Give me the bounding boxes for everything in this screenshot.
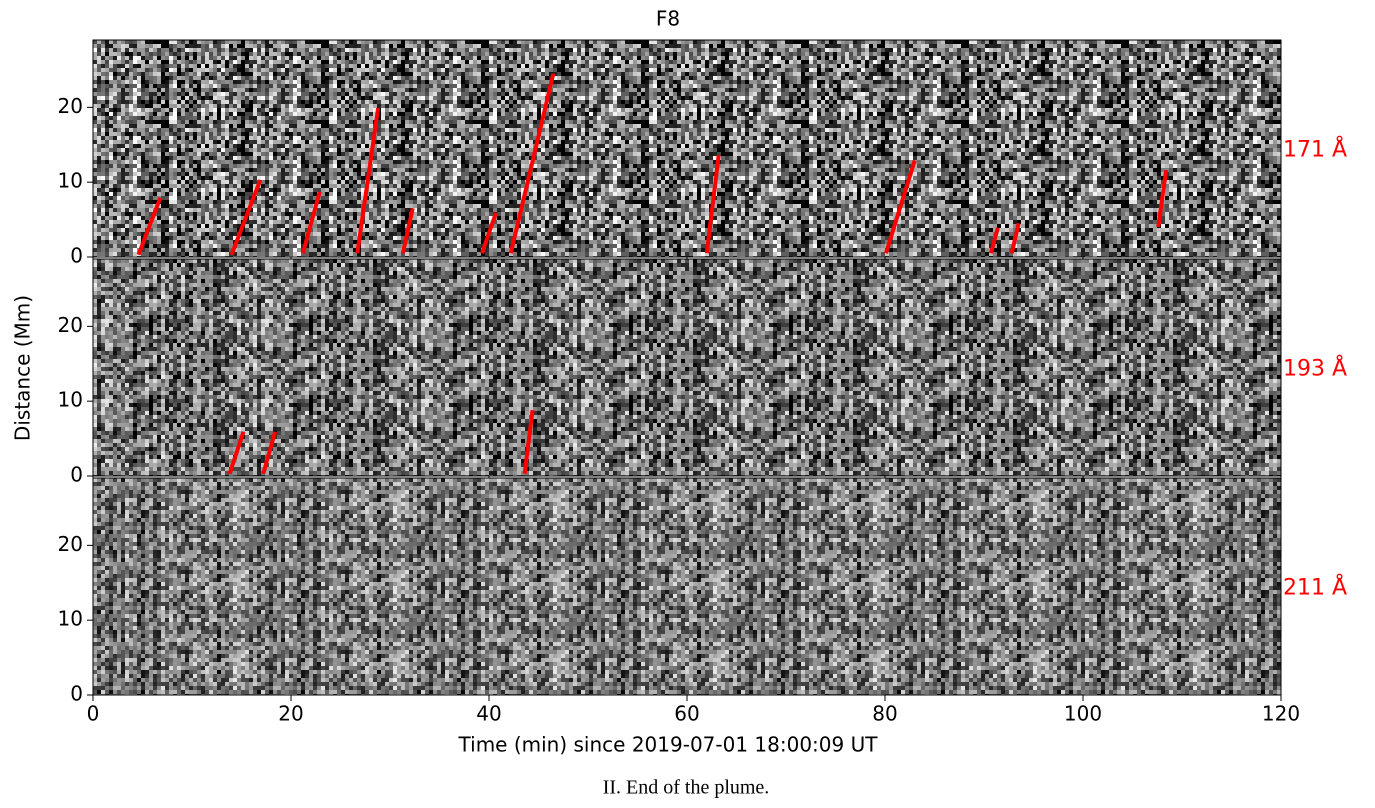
event-track [261,431,278,475]
event-track [400,207,415,254]
event-track [355,107,381,254]
x-tick-label: 80 [872,702,897,726]
panel-background [93,40,1281,257]
y-tick-label: 20 [58,532,83,556]
x-tick-label: 120 [1262,702,1300,726]
event-track [1156,169,1169,228]
event-track [300,191,322,254]
panel-background [93,478,1281,695]
y-tick-label: 0 [70,244,83,268]
chart-title: F8 [656,7,680,31]
event-track [884,159,917,254]
event-track [480,212,498,254]
panel-background [93,259,1281,476]
x-tick-label: 100 [1064,702,1102,726]
y-tick-label: 20 [58,94,83,118]
panel-label: 193 Å [1283,355,1347,382]
panel-label: 211 Å [1283,574,1347,601]
y-tick-label: 0 [70,463,83,487]
event-track [508,73,556,254]
x-tick-label: 40 [476,702,501,726]
y-tick-label: 10 [58,607,83,631]
y-tick-label: 0 [70,682,83,706]
event-track [704,154,721,254]
event-track [227,431,246,475]
event-track [1009,222,1021,254]
y-tick-label: 20 [58,313,83,337]
x-tick-label: 20 [278,702,303,726]
y-tick-label: 10 [58,388,83,412]
event-track [136,197,163,256]
y-axis-label: Distance (Mm) [11,295,35,441]
y-tick-label: 10 [58,169,83,193]
event-track [229,179,263,256]
event-track [522,409,535,475]
x-tick-label: 0 [87,702,100,726]
caption: II. End of the plume. [603,777,770,799]
panel-label: 171 Å [1283,136,1347,163]
x-tick-label: 60 [674,702,699,726]
event-track [989,227,1000,254]
x-axis-label: Time (min) since 2019-07-01 18:00:09 UT [458,733,879,757]
